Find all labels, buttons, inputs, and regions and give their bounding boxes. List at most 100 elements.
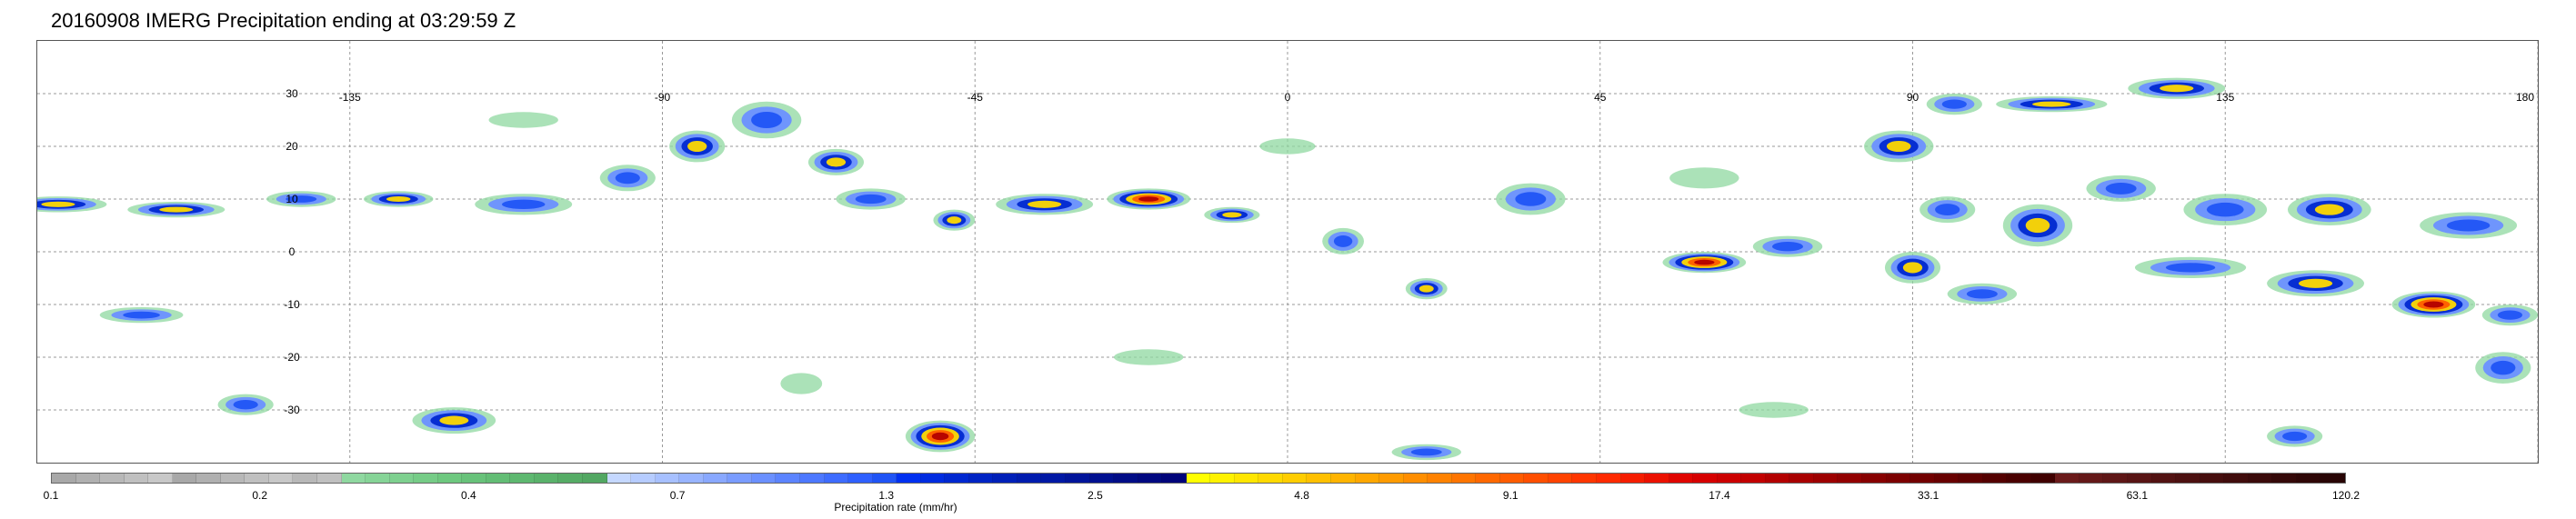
- colorbar-tick-label: 17.4: [1709, 489, 1730, 502]
- colorbar-tick-label: 0.2: [252, 489, 268, 502]
- colorbar-segment: [2128, 474, 2152, 483]
- precip-cell: [1669, 167, 1739, 189]
- colorbar-segment: [1524, 474, 1549, 483]
- precip-cell: [1902, 262, 1923, 274]
- precip-cell: [286, 195, 317, 203]
- precip-cell: [947, 216, 962, 225]
- colorbar-segment: [414, 474, 438, 483]
- colorbar-segment: [366, 474, 390, 483]
- precip-cell: [1027, 200, 1062, 208]
- colorbar-segment: [510, 474, 535, 483]
- precip-cell: [1694, 259, 1715, 265]
- colorbar-segment: [1041, 474, 1066, 483]
- precip-cell: [2105, 182, 2137, 195]
- colorbar-segment: [1620, 474, 1646, 483]
- colorbar-segment: [172, 474, 197, 483]
- lon-label: 180: [2515, 91, 2535, 104]
- colorbar-segment: [196, 474, 221, 483]
- precipitation-map[interactable]: 30 20 10 0 -10 -20 -30 -135 -90 -45 0 45 90 135 180: [36, 40, 2539, 464]
- precip-cell: [2282, 431, 2308, 442]
- colorbar-segment: [268, 474, 294, 483]
- colorbar-segment: [897, 474, 921, 483]
- colorbar-segment: [1114, 474, 1138, 483]
- colorbar-segment: [2079, 474, 2104, 483]
- colorbar-segment: [1210, 474, 1235, 483]
- colorbar-segment: [1089, 474, 1115, 483]
- colorbar-segment: [1330, 474, 1356, 483]
- colorbar-segment: [2272, 474, 2297, 483]
- colorbar-segment: [872, 474, 897, 483]
- precip-cell: [1935, 204, 1960, 216]
- lat-label: 10: [286, 193, 298, 205]
- colorbar-segment: [1065, 474, 1090, 483]
- colorbar-segment: [1258, 474, 1283, 483]
- precip-cell: [1966, 289, 1998, 299]
- colorbar-segment: [583, 474, 607, 483]
- colorbar-segment: [245, 474, 269, 483]
- colorbar-segment: [2151, 474, 2177, 483]
- colorbar-segment: [945, 474, 969, 483]
- precip-cell: [2491, 360, 2516, 375]
- colorbar-tick-label: 0.1: [43, 489, 59, 502]
- colorbar-segment: [1862, 474, 1887, 483]
- colorbar-segment: [317, 474, 342, 483]
- colorbar-segment: [631, 474, 656, 483]
- precip-cell: [2032, 101, 2071, 107]
- colorbar-segment: [462, 474, 486, 483]
- lat-label: 0: [288, 245, 296, 258]
- colorbar-segment: [1307, 474, 1331, 483]
- colorbar-segment: [1645, 474, 1669, 483]
- precip-cell: [1739, 402, 1809, 418]
- colorbar-segment: [1669, 474, 1694, 483]
- colorbar-segment: [52, 474, 76, 483]
- colorbar-tick-label: 120.2: [2331, 489, 2360, 502]
- colorbar-segment: [1403, 474, 1428, 483]
- colorbar-tick-label: 4.8: [1294, 489, 1309, 502]
- colorbar-segment: [1765, 474, 1790, 483]
- colorbar-segment: [2030, 474, 2056, 483]
- lat-label: -30: [284, 404, 300, 416]
- colorbar-segment: [389, 474, 415, 483]
- lon-label: 135: [2216, 91, 2235, 104]
- precip-cell: [2165, 263, 2216, 273]
- precipitation-colorbar: [51, 473, 2346, 484]
- map-title: 20160908 IMERG Precipitation ending at 0…: [51, 9, 516, 32]
- colorbar-segment: [776, 474, 800, 483]
- colorbar-segment: [2103, 474, 2129, 483]
- colorbar-segment: [1379, 474, 1404, 483]
- precip-cell: [1138, 196, 1159, 202]
- colorbar-segment: [75, 474, 101, 483]
- colorbar-segment: [2248, 474, 2273, 483]
- colorbar-segment: [993, 474, 1017, 483]
- precip-cell: [439, 415, 469, 425]
- colorbar-segment: [1282, 474, 1308, 483]
- lon-label: 0: [1284, 91, 1291, 104]
- colorbar-segment: [2296, 474, 2321, 483]
- colorbar-segment: [1451, 474, 1477, 483]
- precip-cell: [687, 140, 707, 153]
- colorbar-segment: [1548, 474, 1573, 483]
- precip-cell: [2025, 217, 2050, 234]
- precip-cell: [855, 194, 887, 205]
- colorbar-segment: [1959, 474, 1983, 483]
- colorbar-segment: [1186, 474, 1211, 483]
- precip-cell: [2160, 85, 2194, 93]
- colorbar-label: Precipitation rate (mm/hr): [834, 501, 957, 514]
- colorbar-segment: [1910, 474, 1935, 483]
- precip-cell: [751, 111, 783, 129]
- colorbar-segment: [679, 474, 704, 483]
- colorbar-segment: [534, 474, 559, 483]
- colorbar-segment: [824, 474, 849, 483]
- colorbar-segment: [293, 474, 318, 483]
- colorbar-segment: [437, 474, 463, 483]
- precip-cell: [1259, 138, 1316, 155]
- colorbar-segment: [1886, 474, 1911, 483]
- colorbar-segment: [220, 474, 246, 483]
- lon-label: -45: [967, 91, 983, 104]
- colorbar-tick-label: 2.5: [1088, 489, 1103, 502]
- precip-cell: [1333, 235, 1353, 247]
- precip-cell: [233, 400, 258, 410]
- colorbar-segment: [2200, 474, 2225, 483]
- colorbar-segment: [1499, 474, 1525, 483]
- precip-cell: [1114, 349, 1184, 365]
